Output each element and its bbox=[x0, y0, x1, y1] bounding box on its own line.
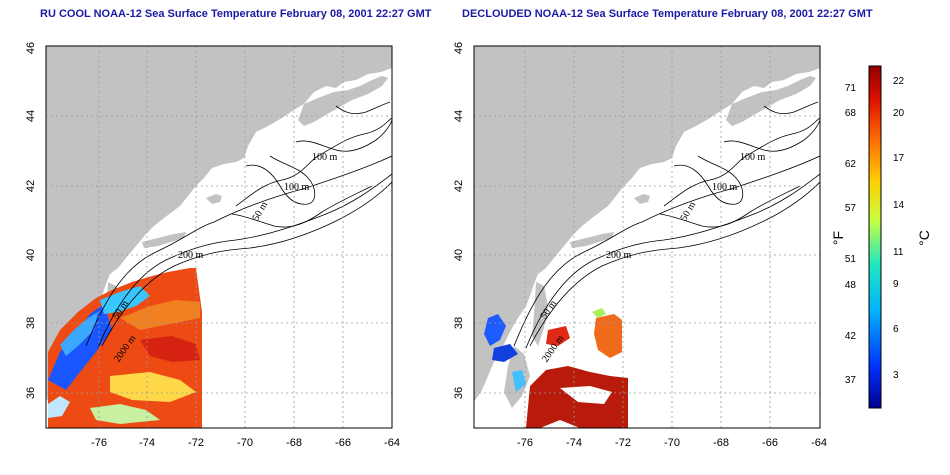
svg-text:20: 20 bbox=[893, 108, 905, 119]
svg-text:17: 17 bbox=[893, 153, 905, 164]
left-map-panel: 100 m 100 m 50 m 200 m 50 m 2000 m -76 -… bbox=[25, 42, 400, 449]
svg-text:38: 38 bbox=[453, 317, 465, 329]
right-map-panel: 100 m 100 m 50 m 200 m 50 m 2000 m -76 -… bbox=[453, 42, 827, 449]
svg-text:-72: -72 bbox=[188, 437, 204, 449]
colorbar-gradient bbox=[868, 65, 882, 409]
svg-text:22: 22 bbox=[893, 76, 905, 87]
sst-swath-declouded bbox=[484, 308, 628, 428]
svg-text:-76: -76 bbox=[517, 437, 533, 449]
svg-text:-68: -68 bbox=[713, 437, 729, 449]
svg-text:6: 6 bbox=[893, 324, 899, 335]
svg-text:-76: -76 bbox=[91, 437, 107, 449]
svg-text:-64: -64 bbox=[384, 437, 400, 449]
svg-text:46: 46 bbox=[25, 42, 37, 54]
svg-text:40: 40 bbox=[25, 249, 37, 261]
svg-text:51: 51 bbox=[845, 254, 857, 265]
temperature-colorbar: 71 68 62 57 51 48 42 37 22 20 17 14 11 9… bbox=[830, 65, 932, 409]
right-y-axis: 36 38 40 42 44 46 bbox=[453, 42, 465, 399]
svg-text:42: 42 bbox=[453, 180, 465, 192]
fahrenheit-ticks: 71 68 62 57 51 48 42 37 bbox=[845, 83, 857, 386]
right-x-axis: -76 -74 -72 -70 -68 -66 -64 bbox=[517, 437, 827, 449]
svg-text:-74: -74 bbox=[139, 437, 155, 449]
celsius-ticks: 22 20 17 14 11 9 6 3 bbox=[893, 76, 905, 381]
sst-swath-raw bbox=[48, 268, 202, 428]
contour-label-100m-a-right: 100 m bbox=[740, 152, 766, 163]
contour-label-200m-right: 200 m bbox=[606, 250, 632, 261]
svg-text:-64: -64 bbox=[811, 437, 827, 449]
contour-label-100m-b-right: 100 m bbox=[712, 182, 738, 193]
left-map-title: RU COOL NOAA-12 Sea Surface Temperature … bbox=[40, 8, 432, 20]
svg-text:38: 38 bbox=[25, 317, 37, 329]
svg-text:-68: -68 bbox=[286, 437, 302, 449]
svg-text:62: 62 bbox=[845, 159, 857, 170]
contour-label-100m-a: 100 m bbox=[312, 152, 338, 163]
svg-text:3: 3 bbox=[893, 370, 899, 381]
svg-text:42: 42 bbox=[25, 180, 37, 192]
svg-text:-72: -72 bbox=[615, 437, 631, 449]
contour-label-100m-b: 100 m bbox=[284, 182, 310, 193]
contour-label-200m: 200 m bbox=[178, 250, 204, 261]
svg-text:-66: -66 bbox=[335, 437, 351, 449]
fahrenheit-label: °F bbox=[830, 231, 846, 245]
svg-text:-66: -66 bbox=[762, 437, 778, 449]
left-x-axis: -76 -74 -72 -70 -68 -66 -64 bbox=[91, 437, 400, 449]
svg-text:14: 14 bbox=[893, 200, 905, 211]
right-map-title: DECLOUDED NOAA-12 Sea Surface Temperatur… bbox=[462, 8, 873, 20]
svg-text:-70: -70 bbox=[237, 437, 253, 449]
svg-text:42: 42 bbox=[845, 331, 857, 342]
svg-text:9: 9 bbox=[893, 279, 899, 290]
svg-text:46: 46 bbox=[453, 42, 465, 54]
svg-text:48: 48 bbox=[845, 280, 857, 291]
svg-text:44: 44 bbox=[453, 110, 465, 122]
celsius-label: °C bbox=[916, 230, 932, 246]
svg-text:57: 57 bbox=[845, 203, 857, 214]
svg-text:36: 36 bbox=[453, 387, 465, 399]
svg-text:40: 40 bbox=[453, 249, 465, 261]
svg-text:37: 37 bbox=[845, 375, 857, 386]
svg-text:68: 68 bbox=[845, 108, 857, 119]
svg-text:44: 44 bbox=[25, 110, 37, 122]
svg-text:36: 36 bbox=[25, 387, 37, 399]
left-y-axis: 36 38 40 42 44 46 bbox=[25, 42, 37, 399]
svg-text:-70: -70 bbox=[664, 437, 680, 449]
svg-text:11: 11 bbox=[893, 247, 904, 258]
svg-text:71: 71 bbox=[845, 83, 857, 94]
svg-text:-74: -74 bbox=[566, 437, 582, 449]
